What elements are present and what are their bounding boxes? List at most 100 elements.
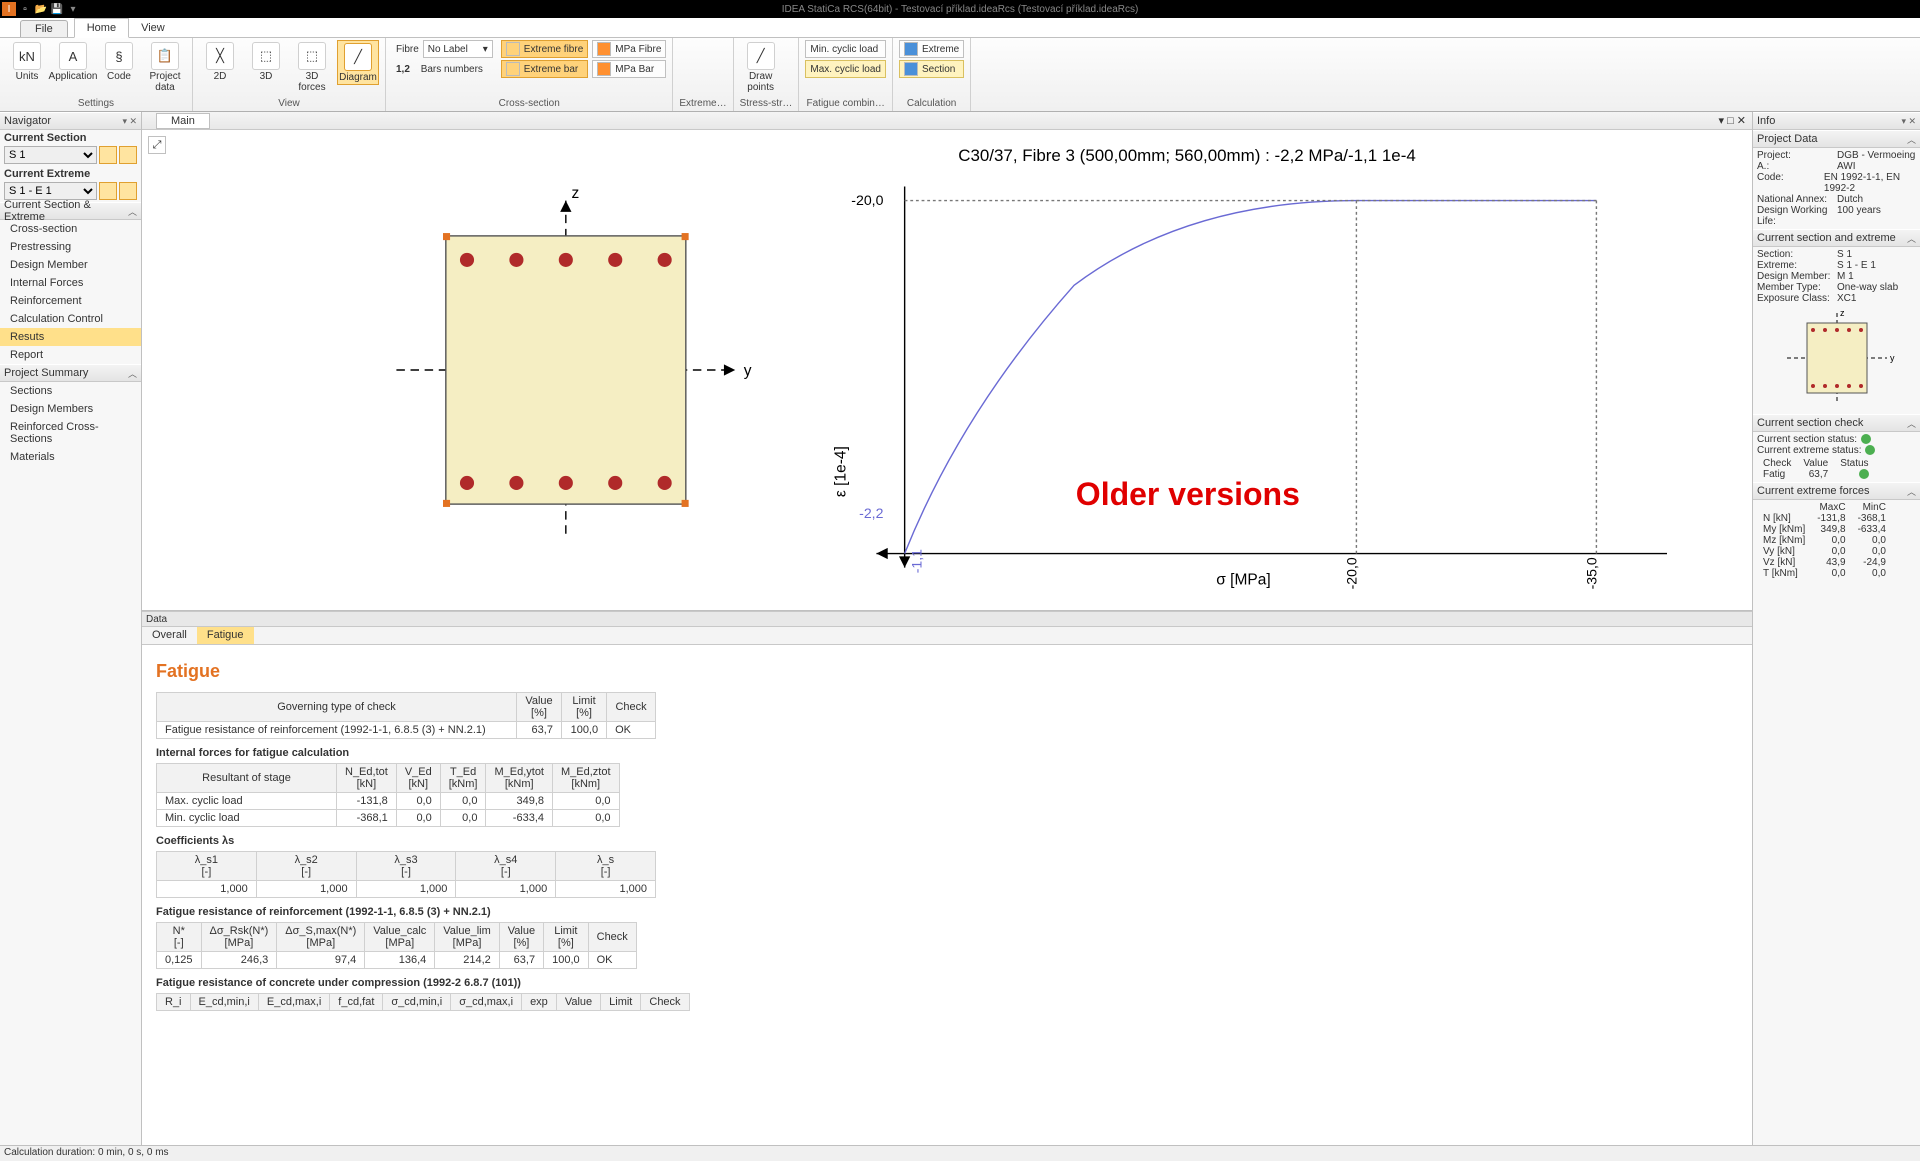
status-ok-icon (1861, 434, 1871, 444)
ribbon-tabs: File Home View (0, 18, 1920, 38)
svg-text:y: y (1890, 353, 1895, 363)
svg-text:z: z (1840, 308, 1845, 318)
view-diagram-button[interactable]: ╱Diagram (337, 40, 379, 85)
qat-new-icon[interactable]: ▫ (18, 2, 32, 16)
ribbon-group-settings: kNUnits AApplication §Code 📋Project data… (0, 38, 193, 111)
nav-item-report[interactable]: Report (0, 346, 141, 364)
status-ok-icon-3 (1859, 469, 1869, 479)
navigator-panel: Navigator▾ ✕ Current Section S 1 Current… (0, 112, 142, 1145)
fibre-dropdown[interactable]: No Label▾ (423, 40, 493, 58)
project-data-icon: 📋 (151, 42, 179, 70)
calc-extreme-icon (904, 42, 918, 56)
window-title: IDEA StatiCa RCS(64bit) - Testovací přík… (782, 4, 1139, 15)
info-check-hd[interactable]: Current section check︿ (1753, 414, 1920, 432)
calc-section-button[interactable]: Section (899, 60, 964, 78)
svg-text:z: z (571, 185, 579, 202)
tab-home[interactable]: Home (74, 18, 129, 38)
report-heading: Fatigue (156, 661, 1738, 682)
nav-item-design-members[interactable]: Design Members (0, 400, 141, 418)
qat-save-icon[interactable]: 💾 (50, 2, 64, 16)
mpa-bar-button[interactable]: MPa Bar (592, 60, 666, 78)
mpa-fibre-icon (597, 42, 611, 56)
application-icon: A (59, 42, 87, 70)
canvas: ⤢ y z C3 (142, 130, 1752, 611)
current-section-select[interactable]: S 1 (4, 146, 97, 164)
tab-view[interactable]: View (129, 19, 177, 37)
nav-item-prestressing[interactable]: Prestressing (0, 238, 141, 256)
canvas-tool-icon[interactable]: ⤢ (148, 136, 166, 154)
current-extreme-select[interactable]: S 1 - E 1 (4, 182, 97, 200)
view-3d-button[interactable]: ⬚3D (245, 40, 287, 83)
ribbon-group-stress: ╱Draw points Stress-str… (734, 38, 800, 111)
code-icon: § (105, 42, 133, 70)
report[interactable]: Fatigue Governing type of checkValue [%]… (142, 645, 1752, 1145)
info-cse-hd[interactable]: Current section and extreme︿ (1753, 229, 1920, 247)
nav-item-resuts[interactable]: Resuts (0, 328, 141, 346)
nav-list-section-extreme: Cross-sectionPrestressingDesign MemberIn… (0, 220, 141, 364)
draw-points-button[interactable]: ╱Draw points (740, 40, 782, 93)
ribbon-group-extreme: Extreme… (673, 38, 733, 111)
view-2d-button[interactable]: ╳2D (199, 40, 241, 83)
group-label-extreme: Extreme… (679, 97, 726, 109)
statusbar: Calculation duration: 0 min, 0 s, 0 ms (0, 1145, 1920, 1161)
svg-text:-2,2: -2,2 (859, 505, 883, 521)
nav-group-project-summary[interactable]: Project Summary︿ (0, 364, 141, 382)
section-next-button[interactable] (119, 146, 137, 164)
ribbon: kNUnits AApplication §Code 📋Project data… (0, 38, 1920, 112)
group-label-stress: Stress-str… (740, 97, 793, 109)
ribbon-group-fatigue: Min. cyclic load Max. cyclic load Fatigu… (799, 38, 893, 111)
chart-title: C30/37, Fibre 3 (500,00mm; 560,00mm) : -… (958, 146, 1416, 165)
units-button[interactable]: kNUnits (6, 40, 48, 83)
draw-points-icon: ╱ (747, 42, 775, 70)
code-button[interactable]: §Code (98, 40, 140, 83)
info-forces: MaxCMinCN [kN]-131,8-368,1My [kNm]349,8-… (1753, 500, 1920, 581)
h-fr-concrete: Fatigue resistance of concrete under com… (156, 977, 1738, 989)
nav-item-calculation-control[interactable]: Calculation Control (0, 310, 141, 328)
bars-numbers-toggle[interactable]: 1,2 Bars numbers (392, 60, 497, 78)
canvas-controls-icon[interactable]: ▾ □ ✕ (1719, 114, 1747, 127)
data-tab-overall[interactable]: Overall (142, 627, 197, 644)
view-3d-forces-button[interactable]: ⬚3D forces (291, 40, 333, 93)
canvas-tab-main[interactable]: Main (156, 113, 210, 129)
h-internal-forces: Internal forces for fatigue calculation (156, 747, 1738, 759)
qat-icon-1[interactable]: I (2, 2, 16, 16)
calc-extreme-button[interactable]: Extreme (899, 40, 964, 58)
info-forces-hd[interactable]: Current extreme forces︿ (1753, 482, 1920, 500)
table-internal-forces: Resultant of stageN_Ed,tot [kN]V_Ed [kN]… (156, 763, 620, 827)
qat-dd-icon[interactable]: ▾ (66, 2, 80, 16)
nav-item-cross-section[interactable]: Cross-section (0, 220, 141, 238)
quick-access-toolbar: I ▫ 📂 💾 ▾ (0, 2, 82, 16)
svg-text:ε [1e-4]: ε [1e-4] (832, 446, 849, 497)
nav-item-sections[interactable]: Sections (0, 382, 141, 400)
nav-item-reinforcement[interactable]: Reinforcement (0, 292, 141, 310)
info-project-data-hd[interactable]: Project Data︿ (1753, 130, 1920, 148)
h-fr-reinforcement: Fatigue resistance of reinforcement (199… (156, 906, 1738, 918)
data-tab-fatigue[interactable]: Fatigue (197, 627, 254, 644)
svg-text:-20,0: -20,0 (851, 192, 883, 208)
extreme-prev-button[interactable] (99, 182, 117, 200)
nav-item-design-member[interactable]: Design Member (0, 256, 141, 274)
group-label-fatigue: Fatigue combin… (805, 97, 886, 109)
nav-item-materials[interactable]: Materials (0, 448, 141, 466)
mpa-bar-icon (597, 62, 611, 76)
application-button[interactable]: AApplication (52, 40, 94, 83)
nav-group-section-extreme[interactable]: Current Section & Extreme︿ (0, 202, 141, 220)
extreme-fibre-button[interactable]: Extreme fibre (501, 40, 588, 58)
table-coefficients: λ_s1 [-]λ_s2 [-]λ_s3 [-]λ_s4 [-]λ_s [-]1… (156, 851, 656, 898)
extreme-next-button[interactable] (119, 182, 137, 200)
view-3d-icon: ⬚ (252, 42, 280, 70)
extreme-fibre-icon (506, 42, 520, 56)
tab-file[interactable]: File (20, 20, 68, 37)
qat-open-icon[interactable]: 📂 (34, 2, 48, 16)
nav-item-reinforced-cross-sections[interactable]: Reinforced Cross-Sections (0, 418, 141, 448)
max-cyclic-button[interactable]: Max. cyclic load (805, 60, 886, 78)
nav-item-internal-forces[interactable]: Internal Forces (0, 274, 141, 292)
group-label-settings: Settings (6, 97, 186, 109)
min-cyclic-button[interactable]: Min. cyclic load (805, 40, 886, 58)
view-2d-icon: ╳ (206, 42, 234, 70)
mpa-fibre-button[interactable]: MPa Fibre (592, 40, 666, 58)
table-fr-reinforcement: N* [-]Δσ_Rsk(N*) [MPa]Δσ_S,max(N*) [MPa]… (156, 922, 637, 969)
extreme-bar-button[interactable]: Extreme bar (501, 60, 588, 78)
section-prev-button[interactable] (99, 146, 117, 164)
project-data-button[interactable]: 📋Project data (144, 40, 186, 93)
